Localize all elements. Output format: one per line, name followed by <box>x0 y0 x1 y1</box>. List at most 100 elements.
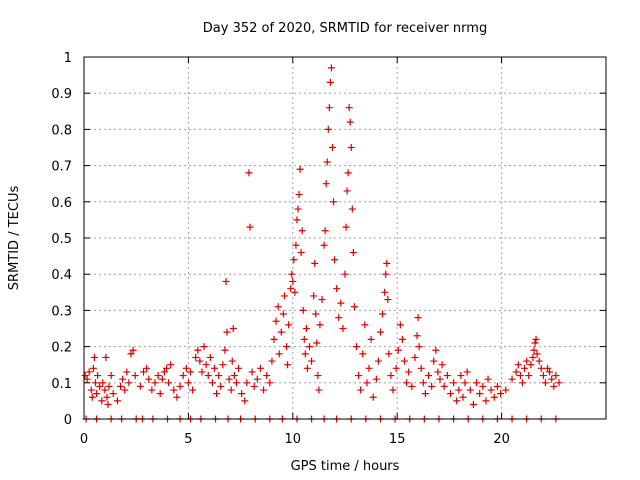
data-point <box>314 372 322 380</box>
data-point <box>396 321 404 329</box>
data-point <box>213 390 221 398</box>
data-point <box>493 382 501 390</box>
data-point <box>219 361 227 369</box>
data-point <box>143 364 151 372</box>
data-point <box>225 375 233 383</box>
data-point <box>204 372 212 380</box>
x-axis-label: GPS time / hours <box>291 459 400 474</box>
data-point <box>384 296 392 304</box>
data-point <box>484 375 492 383</box>
y-tick-label: 0.2 <box>51 341 72 356</box>
data-point <box>248 368 256 376</box>
data-point <box>91 379 99 387</box>
data-point <box>530 346 538 354</box>
data-point <box>383 259 391 267</box>
x-tick-label: 15 <box>389 432 406 447</box>
data-point <box>295 191 303 199</box>
data-point <box>379 310 387 318</box>
data-point <box>113 397 121 405</box>
data-point <box>535 357 543 365</box>
data-point <box>438 361 446 369</box>
data-point <box>176 382 184 390</box>
data-point <box>518 379 526 387</box>
data-point <box>548 375 556 383</box>
data-point <box>299 306 307 314</box>
data-point <box>328 144 336 151</box>
data-point <box>266 379 274 387</box>
data-point <box>344 169 352 177</box>
data-point <box>419 379 427 387</box>
data-point <box>140 368 148 376</box>
data-point <box>405 368 413 376</box>
data-point <box>98 397 106 405</box>
data-point <box>490 393 498 401</box>
y-tick-label: 0.1 <box>51 377 72 392</box>
plot-border <box>83 56 607 420</box>
data-point <box>459 393 467 401</box>
data-point <box>546 368 554 376</box>
data-point <box>343 187 351 195</box>
data-point <box>101 386 109 394</box>
data-point <box>455 386 463 394</box>
data-point <box>103 393 111 401</box>
data-point <box>173 393 181 401</box>
data-point <box>339 325 347 332</box>
data-point <box>223 328 231 336</box>
data-point <box>238 390 246 398</box>
data-point <box>293 216 301 224</box>
data-point <box>160 368 168 376</box>
data-point <box>533 350 541 358</box>
data-point <box>525 372 533 380</box>
data-point <box>463 368 471 376</box>
data-point <box>296 165 304 173</box>
data-point <box>127 350 135 358</box>
data-point <box>131 372 139 380</box>
data-point <box>514 361 522 369</box>
data-point <box>256 364 264 372</box>
data-point <box>436 375 444 383</box>
data-point <box>363 379 371 387</box>
data-point <box>228 357 236 365</box>
data-point <box>348 205 356 213</box>
data-point <box>321 227 329 235</box>
x-tick-label: 20 <box>493 432 510 447</box>
data-point <box>330 198 338 206</box>
data-point <box>182 364 190 372</box>
data-point <box>170 386 178 394</box>
data-point <box>482 397 490 405</box>
data-point <box>325 104 333 112</box>
data-point <box>221 346 229 354</box>
data-point <box>453 397 461 405</box>
data-point <box>316 321 324 329</box>
data-point <box>461 379 469 387</box>
data-point <box>466 386 474 394</box>
data-point <box>345 104 353 112</box>
data-point <box>532 335 540 343</box>
data-point <box>109 390 117 398</box>
data-point <box>241 397 249 405</box>
data-point <box>529 353 537 361</box>
data-point <box>357 386 365 394</box>
data-point <box>401 357 409 365</box>
data-point <box>432 346 440 354</box>
data-point <box>145 375 153 383</box>
data-point <box>555 379 563 387</box>
data-point <box>235 364 243 372</box>
data-point <box>151 379 159 387</box>
data-point <box>81 372 89 380</box>
data-point <box>289 277 297 285</box>
data-point <box>165 379 173 387</box>
x-tick-label: 10 <box>285 432 302 447</box>
data-point <box>117 382 125 390</box>
data-point <box>125 379 133 387</box>
data-point <box>104 401 112 409</box>
y-tick-label: 0.6 <box>51 196 72 211</box>
data-point <box>227 386 235 394</box>
data-point <box>516 372 524 380</box>
data-point <box>323 158 331 166</box>
data-point <box>129 346 137 354</box>
data-point <box>263 372 271 380</box>
data-point <box>367 335 375 343</box>
data-point <box>230 372 238 380</box>
